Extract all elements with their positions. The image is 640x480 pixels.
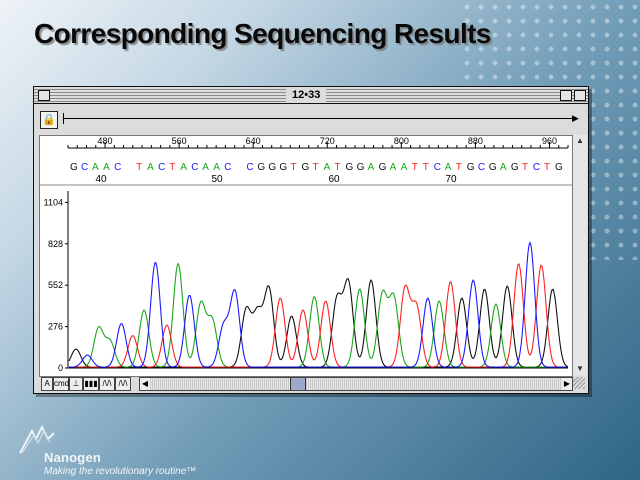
y-tick-label: 0 bbox=[58, 363, 63, 373]
scroll-down-icon[interactable]: ▼ bbox=[576, 364, 584, 373]
chromatogram-panel: 480 560 640 720 800 880 960 G C A A C T A C T A C A A C C G G G T… bbox=[39, 135, 573, 377]
base-call: G bbox=[555, 162, 563, 173]
base-call: C bbox=[224, 162, 231, 173]
base-call: A bbox=[445, 162, 452, 173]
base-call: G bbox=[301, 162, 309, 173]
base-call: C bbox=[434, 162, 441, 173]
position-tick-label: 960 bbox=[542, 136, 557, 146]
base-call: G bbox=[257, 162, 265, 173]
arrow-right-icon[interactable]: ▶ bbox=[572, 113, 579, 123]
zoom-box-icon[interactable] bbox=[560, 90, 572, 101]
base-call: C bbox=[533, 162, 540, 173]
vertical-scrollbar[interactable]: ▲ ▼ bbox=[572, 135, 587, 375]
baseline-button[interactable]: ⊥ bbox=[69, 377, 83, 391]
position-tick-label: 640 bbox=[246, 136, 261, 146]
slide-title: Corresponding Sequencing Results bbox=[34, 18, 491, 49]
base-call: A bbox=[103, 162, 110, 173]
y-tick-label: 276 bbox=[48, 322, 63, 332]
base-call: A bbox=[213, 162, 220, 173]
slider-start bbox=[63, 113, 64, 124]
position-tick-label: 800 bbox=[394, 136, 409, 146]
base-call: T bbox=[423, 162, 429, 173]
position-slider[interactable] bbox=[64, 118, 578, 119]
brand-name: Nanogen bbox=[44, 450, 102, 465]
base-call: T bbox=[456, 162, 462, 173]
base-call: T bbox=[312, 162, 318, 173]
y-tick-label: 828 bbox=[48, 239, 63, 249]
window-title: 12•33 bbox=[286, 88, 327, 102]
trace-button[interactable]: /\/\ bbox=[99, 377, 115, 391]
position-tick-label: 880 bbox=[468, 136, 483, 146]
base-call: G bbox=[489, 162, 497, 173]
base-number: 40 bbox=[95, 174, 107, 185]
base-number: 50 bbox=[211, 174, 223, 185]
base-call: C bbox=[158, 162, 165, 173]
base-number: 70 bbox=[445, 174, 457, 185]
base-call: G bbox=[346, 162, 354, 173]
bars-button[interactable]: ▮▮▮ bbox=[83, 377, 99, 391]
base-call: G bbox=[70, 162, 78, 173]
position-tick-label: 560 bbox=[172, 136, 187, 146]
trace-T bbox=[69, 263, 568, 368]
base-call: G bbox=[357, 162, 365, 173]
bottom-toolbar: A cmd ⊥ ▮▮▮ /\/\ /\/\ ◀ ▶ bbox=[39, 376, 573, 391]
base-call: T bbox=[169, 162, 175, 173]
command-button[interactable]: cmd bbox=[53, 377, 69, 391]
base-call: G bbox=[379, 162, 387, 173]
base-call: T bbox=[335, 162, 341, 173]
trace-window: 12•33 🔒 ▶ 480 560 640 720 800 880 960 G C A A C T A C T… bbox=[33, 86, 589, 394]
base-call: A bbox=[368, 162, 375, 173]
resize-grip-icon[interactable] bbox=[573, 377, 585, 389]
nanogen-logo-icon bbox=[19, 425, 55, 454]
base-call: G bbox=[511, 162, 519, 173]
base-call: A bbox=[147, 162, 154, 173]
horizontal-scrollbar[interactable]: ◀ ▶ bbox=[139, 377, 573, 391]
base-call: A bbox=[500, 162, 507, 173]
base-call: T bbox=[136, 162, 142, 173]
window-toolbar: 🔒 ▶ bbox=[34, 104, 588, 134]
trace-C bbox=[69, 241, 568, 368]
base-call: A bbox=[401, 162, 408, 173]
base-call: C bbox=[81, 162, 88, 173]
base-call: A bbox=[92, 162, 99, 173]
close-box-icon[interactable] bbox=[38, 90, 50, 101]
base-call: A bbox=[390, 162, 397, 173]
scroll-thumb[interactable] bbox=[290, 378, 306, 390]
window-titlebar[interactable]: 12•33 bbox=[34, 87, 588, 104]
base-call: T bbox=[544, 162, 550, 173]
base-call: T bbox=[290, 162, 296, 173]
base-call: C bbox=[114, 162, 121, 173]
lock-icon[interactable]: 🔒 bbox=[40, 111, 58, 129]
base-call: G bbox=[467, 162, 475, 173]
base-call: A bbox=[324, 162, 331, 173]
y-tick-label: 552 bbox=[48, 280, 63, 290]
base-call: C bbox=[191, 162, 198, 173]
position-tick-label: 720 bbox=[320, 136, 335, 146]
base-number: 60 bbox=[328, 174, 340, 185]
base-call: C bbox=[246, 162, 253, 173]
tagline: Making the revolutionary routine™ bbox=[44, 466, 197, 477]
base-call: G bbox=[268, 162, 276, 173]
y-tick-label: 1104 bbox=[44, 197, 63, 207]
base-call: G bbox=[279, 162, 287, 173]
position-tick-label: 480 bbox=[98, 136, 113, 146]
base-call: A bbox=[202, 162, 209, 173]
annotation-button[interactable]: A bbox=[41, 377, 53, 391]
base-call: C bbox=[478, 162, 485, 173]
scroll-up-icon[interactable]: ▲ bbox=[576, 136, 584, 145]
base-call: A bbox=[180, 162, 187, 173]
base-call: T bbox=[522, 162, 528, 173]
trace-zoom-button[interactable]: /\/\ bbox=[115, 377, 131, 391]
scroll-right-icon[interactable]: ▶ bbox=[562, 378, 572, 390]
base-call: T bbox=[412, 162, 418, 173]
scroll-left-icon[interactable]: ◀ bbox=[140, 378, 150, 390]
collapse-box-icon[interactable] bbox=[574, 90, 586, 101]
